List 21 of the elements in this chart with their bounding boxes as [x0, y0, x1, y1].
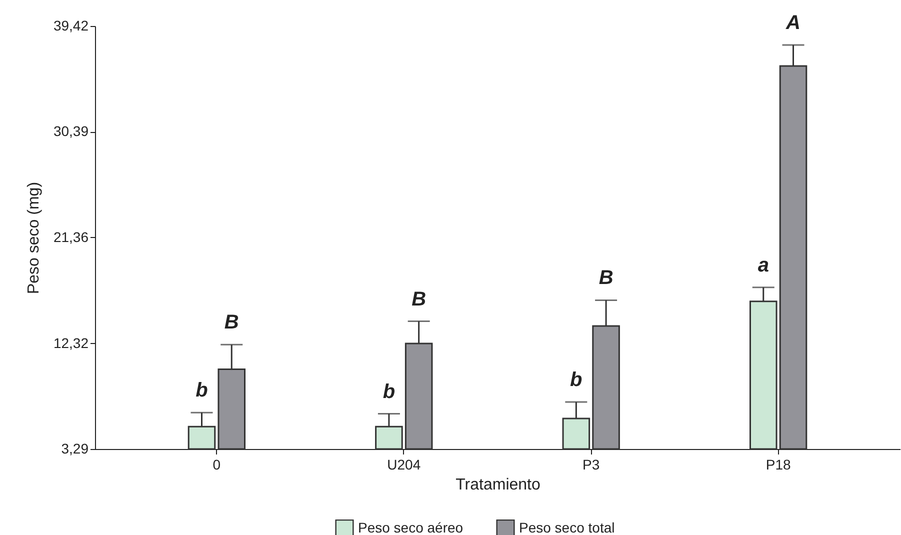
annotation: B — [598, 267, 614, 290]
y-tick-label: 12,32 — [53, 334, 89, 351]
y-tick-label: 3,29 — [61, 440, 89, 456]
y-tick-label: 21,36 — [53, 228, 89, 245]
annotation: b — [570, 369, 582, 392]
annotation: B — [224, 312, 239, 334]
y-axis-title: Peso seco (mg) — [25, 182, 42, 294]
y-tick-label: 39,42 — [53, 18, 89, 34]
annotation: a — [758, 254, 769, 276]
annotation: A — [785, 12, 800, 34]
x-tick-label: U204 — [387, 456, 421, 472]
legend-label: Peso seco total — [519, 520, 615, 535]
x-tick-label: P3 — [582, 456, 600, 472]
annotation: b — [196, 380, 208, 402]
y-tick-label: 30,39 — [53, 123, 89, 140]
annotation: b — [382, 380, 396, 403]
x-tick-label: 0 — [212, 456, 221, 472]
legend-label: Peso seco aéreo — [358, 520, 464, 535]
x-axis-title: Tratamiento — [456, 476, 540, 494]
annotation: B — [412, 288, 426, 310]
x-tick-label: P18 — [766, 456, 791, 472]
